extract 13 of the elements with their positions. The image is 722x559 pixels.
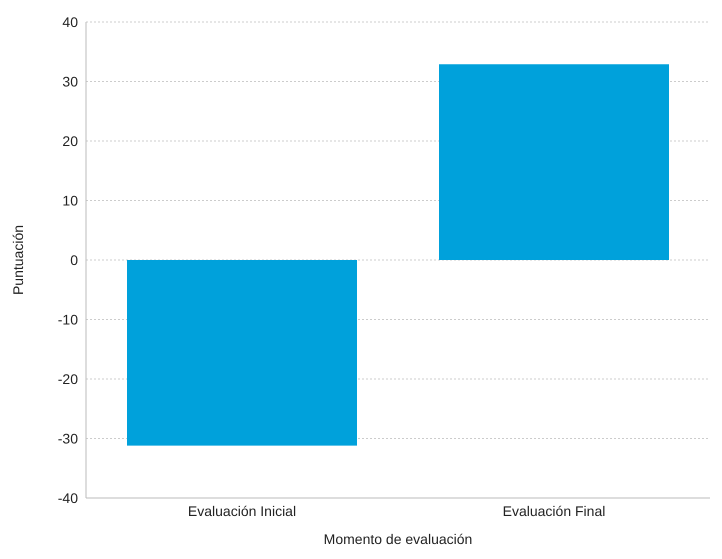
y-axis-title: Puntuación	[10, 224, 26, 296]
y-tick-label: -30	[58, 430, 78, 446]
x-tick-label: Evaluación Inicial	[188, 502, 296, 519]
y-tick-label: -10	[58, 311, 78, 328]
x-tick-label: Evaluación Final	[502, 502, 606, 519]
y-tick-label: 30	[62, 73, 78, 90]
y-tick-label: 10	[62, 192, 78, 208]
y-tick-label: -40	[58, 490, 78, 506]
y-tick-label: -20	[58, 370, 78, 387]
y-tick-label: 20	[62, 132, 78, 149]
x-axis-title: Momento de evaluación	[324, 531, 472, 547]
y-tick-label: 40	[62, 14, 78, 30]
y-tick-label: 0	[70, 252, 78, 268]
